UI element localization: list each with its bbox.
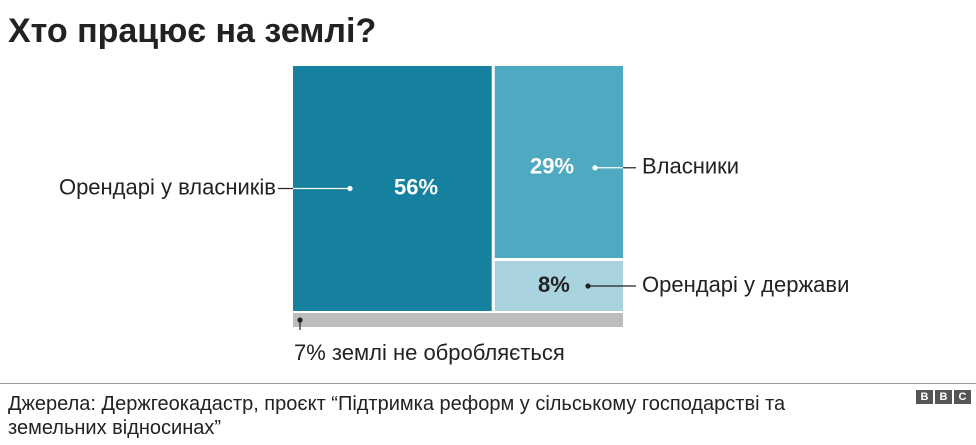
category-label-uncultivated: 7% землі не обробляється [294, 340, 565, 365]
value-label-8: 8% [538, 272, 570, 297]
bar-uncultivated-land [293, 313, 623, 327]
category-label-tenants-of-state: Орендарі у держави [642, 272, 849, 297]
category-label-tenants-of-owners: Орендарі у власників [59, 174, 276, 199]
value-label-56: 56% [394, 174, 438, 199]
footer-divider [0, 383, 976, 384]
logo-letter-c: C [954, 390, 971, 404]
logo-letter-b1: B [916, 390, 933, 404]
logo-letter-b2: B [935, 390, 952, 404]
value-label-29: 29% [530, 154, 574, 179]
chart-title: Хто працює на землі? [8, 12, 377, 50]
source-note: Джерела: Держгеокадастр, проєкт “Підтрим… [8, 393, 786, 439]
tile-owners [494, 66, 623, 258]
category-label-owners: Власники [642, 154, 739, 179]
treemap-chart: 56% Орендарі у власників 29% Власники 8% Орен… [59, 66, 849, 365]
bbc-logo: B B C [916, 390, 971, 404]
